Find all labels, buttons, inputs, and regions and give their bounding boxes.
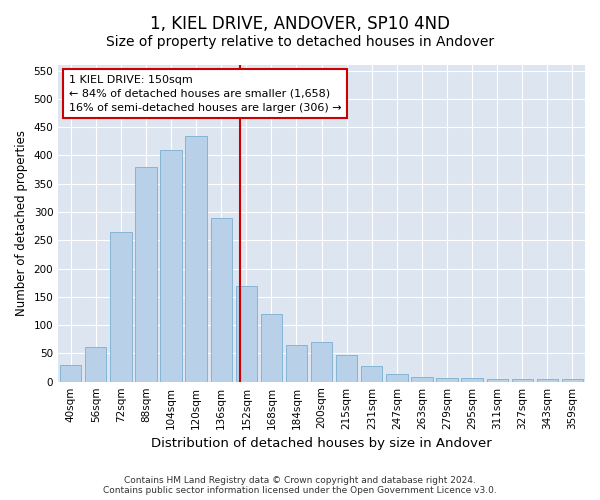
Bar xyxy=(562,380,583,382)
Y-axis label: Number of detached properties: Number of detached properties xyxy=(15,130,28,316)
Text: 1 KIEL DRIVE: 150sqm
← 84% of detached houses are smaller (1,658)
16% of semi-de: 1 KIEL DRIVE: 150sqm ← 84% of detached h… xyxy=(69,74,341,112)
Bar xyxy=(361,366,382,382)
Bar xyxy=(411,376,433,382)
Text: Size of property relative to detached houses in Andover: Size of property relative to detached ho… xyxy=(106,35,494,49)
Bar xyxy=(436,378,458,382)
Bar xyxy=(136,167,157,382)
Bar xyxy=(336,354,358,382)
Bar xyxy=(60,364,82,382)
Bar xyxy=(85,346,106,382)
Bar xyxy=(487,380,508,382)
Text: Contains HM Land Registry data © Crown copyright and database right 2024.
Contai: Contains HM Land Registry data © Crown c… xyxy=(103,476,497,495)
Bar xyxy=(537,380,558,382)
Text: 1, KIEL DRIVE, ANDOVER, SP10 4ND: 1, KIEL DRIVE, ANDOVER, SP10 4ND xyxy=(150,15,450,33)
Bar xyxy=(311,342,332,382)
Bar xyxy=(261,314,282,382)
Bar xyxy=(461,378,483,382)
Bar xyxy=(211,218,232,382)
Bar xyxy=(512,380,533,382)
Bar xyxy=(286,345,307,382)
Bar xyxy=(160,150,182,382)
X-axis label: Distribution of detached houses by size in Andover: Distribution of detached houses by size … xyxy=(151,437,492,450)
Bar xyxy=(110,232,131,382)
Bar xyxy=(236,286,257,382)
Bar xyxy=(386,374,407,382)
Bar xyxy=(185,136,207,382)
